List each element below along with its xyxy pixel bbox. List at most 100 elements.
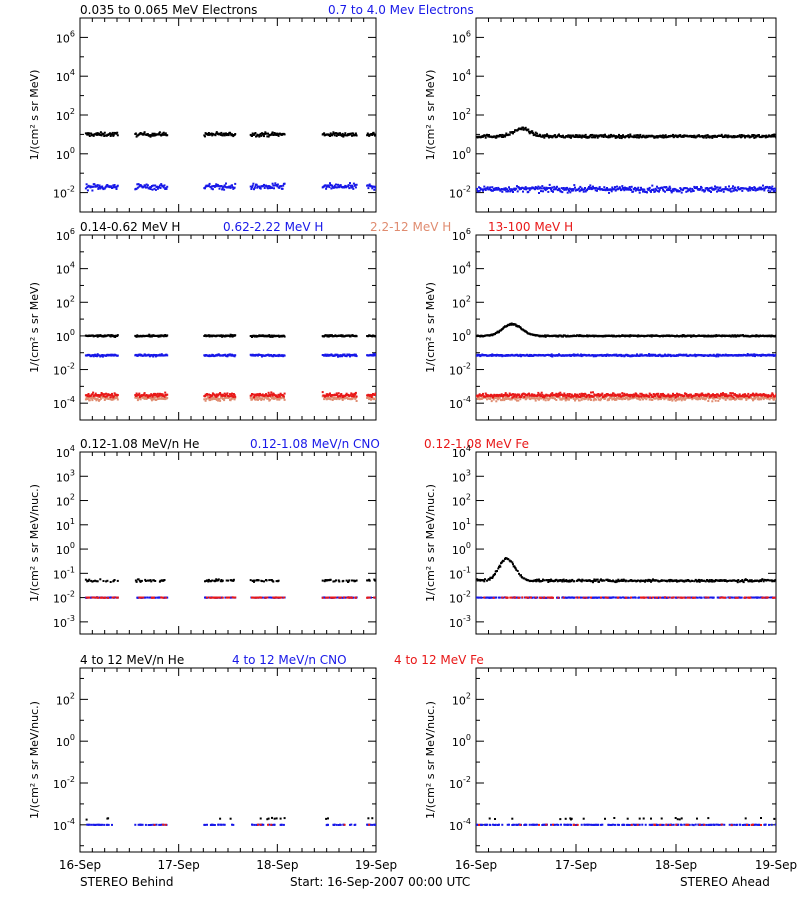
data-point <box>523 395 526 398</box>
data-point <box>692 135 694 137</box>
data-point <box>348 187 351 190</box>
data-point <box>656 185 658 188</box>
data-point <box>590 136 593 139</box>
data-point <box>670 397 673 400</box>
data-point <box>774 135 776 138</box>
data-point <box>744 397 747 400</box>
data-point <box>251 184 254 187</box>
data-point <box>166 185 169 188</box>
data-point <box>142 185 145 188</box>
data-point <box>672 133 674 136</box>
data-point <box>513 395 516 397</box>
data-point <box>574 398 577 401</box>
y-tick-label: 104 <box>56 261 75 277</box>
data-point <box>486 395 488 398</box>
data-point <box>234 354 237 357</box>
plot-frame <box>79 17 377 213</box>
data-point <box>774 394 776 397</box>
y-tick-label: 102 <box>452 294 471 310</box>
data-point <box>738 134 741 137</box>
data-point <box>158 184 161 187</box>
data-point <box>518 186 520 189</box>
data-point <box>624 186 626 189</box>
data-point <box>332 131 335 134</box>
data-point <box>393 134 395 136</box>
data-point <box>329 132 332 135</box>
data-point <box>264 131 267 134</box>
data-point <box>111 394 114 397</box>
data-point <box>688 394 691 397</box>
data-point <box>400 400 402 402</box>
data-point <box>98 132 101 135</box>
data-point <box>144 184 147 187</box>
data-point <box>754 355 756 358</box>
data-point <box>742 393 745 396</box>
data-point <box>732 189 735 192</box>
data-point <box>691 188 694 190</box>
data-point <box>150 134 153 137</box>
data-point <box>220 185 223 187</box>
data-point <box>724 134 727 137</box>
data-point <box>696 393 699 396</box>
data-point <box>164 396 167 399</box>
y-tick-label: 104 <box>56 68 75 84</box>
data-point <box>587 187 590 190</box>
data-point <box>487 396 490 399</box>
data-point <box>95 580 98 583</box>
data-point <box>92 391 95 394</box>
data-point <box>344 397 347 400</box>
data-point <box>337 395 339 398</box>
data-point <box>508 394 510 397</box>
data-point <box>478 354 481 356</box>
data-point <box>254 398 257 401</box>
data-point <box>398 354 400 356</box>
data-point <box>231 184 233 187</box>
data-point <box>708 187 710 190</box>
data-point <box>390 396 392 398</box>
data-point <box>388 354 390 356</box>
data-point <box>223 184 226 187</box>
data-point <box>106 579 109 582</box>
data-point <box>90 132 93 135</box>
data-point <box>674 394 676 396</box>
data-point <box>653 136 656 139</box>
data-point <box>562 134 564 137</box>
data-point <box>685 353 688 356</box>
data-point <box>522 128 525 131</box>
data-point <box>621 392 624 395</box>
data-point <box>347 134 350 136</box>
data-point <box>393 393 395 395</box>
data-point <box>388 396 390 398</box>
data-point <box>530 131 532 134</box>
data-point <box>594 187 596 190</box>
data-point <box>353 353 356 356</box>
data-point <box>747 189 750 192</box>
data-point <box>561 397 564 400</box>
y-axis-label: 1/(cm² s sr MeV) <box>424 282 437 373</box>
data-point <box>775 398 776 401</box>
data-point <box>686 190 689 193</box>
data-point <box>215 131 218 134</box>
data-point <box>283 392 286 395</box>
data-point <box>513 187 516 190</box>
data-point <box>574 399 576 402</box>
data-point <box>355 134 358 137</box>
data-point <box>606 187 608 189</box>
data-point <box>620 188 623 191</box>
data-point <box>111 398 113 401</box>
data-point <box>560 187 563 190</box>
data-point <box>226 355 229 358</box>
data-point <box>683 334 686 337</box>
data-point <box>391 335 393 337</box>
data-point <box>135 392 138 395</box>
data-point <box>227 397 230 399</box>
data-point <box>97 187 100 190</box>
data-point <box>370 396 373 398</box>
data-point <box>566 394 568 397</box>
data-point <box>578 187 580 190</box>
data-point <box>508 392 511 395</box>
data-point <box>276 185 279 188</box>
data-point <box>94 353 97 356</box>
data-point <box>706 187 708 189</box>
data-point <box>109 135 112 137</box>
